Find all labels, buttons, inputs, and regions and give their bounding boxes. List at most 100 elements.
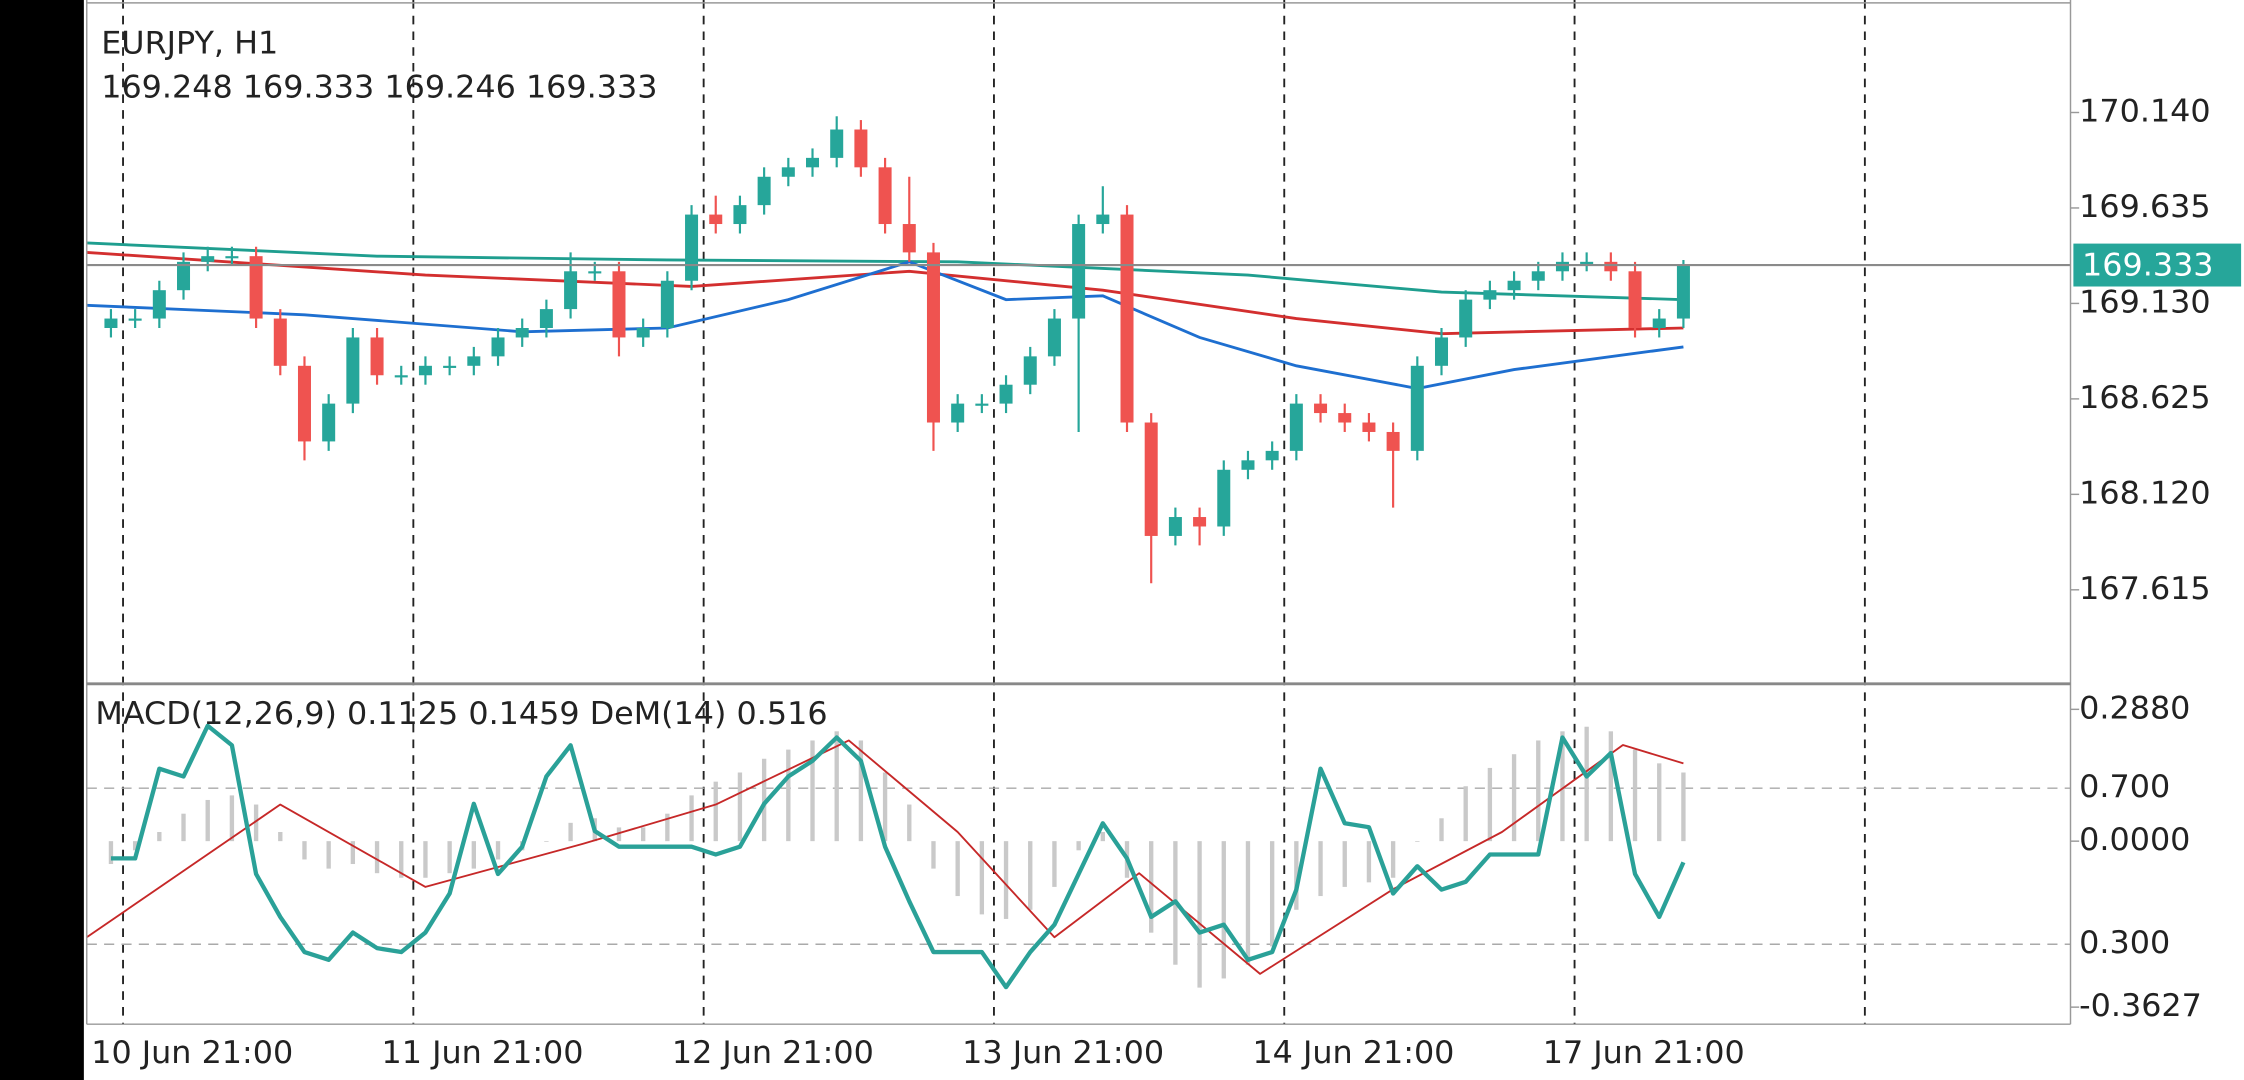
histogram-bar bbox=[495, 841, 501, 860]
histogram-bar bbox=[1390, 841, 1396, 878]
candle-body bbox=[1241, 460, 1255, 470]
histogram-bar bbox=[1657, 763, 1662, 842]
candle-body bbox=[1289, 403, 1303, 451]
candle-body bbox=[1362, 422, 1376, 432]
candle-body bbox=[322, 403, 336, 442]
labels: EURJPY, H1 169.248 169.333 169.246 169.3… bbox=[91, 25, 2242, 1071]
candle-body bbox=[951, 403, 965, 423]
last-price-box bbox=[2073, 243, 2242, 287]
histogram-bar bbox=[1028, 841, 1033, 910]
candle-body bbox=[128, 318, 142, 321]
y-tick-label: 169.130 bbox=[2079, 285, 2210, 321]
histogram-bar bbox=[1197, 841, 1202, 988]
histogram-bar bbox=[1342, 841, 1347, 887]
x-tick-label: 10 Jun 21:00 bbox=[91, 1035, 293, 1071]
candle-body bbox=[394, 375, 408, 378]
candle-body bbox=[612, 271, 626, 338]
histogram-bar bbox=[810, 740, 815, 842]
histogram-bar bbox=[205, 799, 210, 842]
histogram-bar bbox=[302, 841, 307, 860]
candle-body bbox=[1531, 271, 1545, 281]
candle-body bbox=[1096, 214, 1110, 225]
histogram-bar bbox=[544, 841, 549, 842]
histogram-bar bbox=[326, 841, 331, 869]
candle-body bbox=[1386, 431, 1400, 451]
candle-body bbox=[709, 214, 723, 225]
histogram-bar bbox=[665, 813, 670, 842]
y-tick-label: 169.635 bbox=[2079, 189, 2210, 225]
candle-body bbox=[1604, 261, 1618, 272]
histogram-bar bbox=[1632, 749, 1638, 842]
candle-body bbox=[1459, 299, 1473, 338]
histogram-bar bbox=[786, 749, 791, 842]
candle-body bbox=[1676, 265, 1690, 319]
plot bbox=[86, 116, 2071, 990]
histogram-bar bbox=[858, 740, 864, 842]
candle-body bbox=[636, 327, 650, 338]
histogram-bar bbox=[350, 841, 356, 865]
y-tick-label: -0.3627 bbox=[2079, 988, 2202, 1024]
x-tick-label: 12 Jun 21:00 bbox=[672, 1035, 874, 1071]
candle-body bbox=[975, 403, 989, 406]
side-bar bbox=[0, 0, 84, 1080]
histogram-bar bbox=[1681, 772, 1686, 842]
histogram-bar bbox=[931, 841, 936, 869]
y-tick-label: 0.0000 bbox=[2079, 822, 2190, 858]
candle-body bbox=[1023, 356, 1037, 385]
x-tick-label: 13 Jun 21:00 bbox=[962, 1035, 1164, 1071]
candle-body bbox=[660, 280, 674, 328]
histogram-bar bbox=[181, 813, 186, 842]
candle-body bbox=[515, 327, 529, 338]
moving-average bbox=[86, 260, 1684, 390]
histogram-bar bbox=[1245, 841, 1251, 965]
histogram-bar bbox=[616, 827, 622, 842]
candle-body bbox=[1410, 365, 1424, 451]
y-tick-label: 168.625 bbox=[2079, 380, 2210, 416]
candle-body bbox=[467, 356, 481, 366]
candle-body bbox=[854, 129, 868, 168]
y2-tick-label: 0.700 bbox=[2079, 769, 2170, 805]
histogram-bar bbox=[1415, 841, 1420, 842]
histogram-bar bbox=[1366, 841, 1372, 883]
histogram-bar bbox=[423, 841, 428, 878]
candle-body bbox=[152, 290, 166, 319]
candle-body bbox=[781, 167, 795, 177]
y-tick-label: 167.615 bbox=[2079, 571, 2210, 607]
histogram-bar bbox=[229, 795, 235, 842]
histogram-bar bbox=[713, 781, 718, 842]
candle-body bbox=[878, 167, 892, 225]
candle-body bbox=[902, 224, 916, 253]
candle-body bbox=[1555, 261, 1569, 272]
candle-body bbox=[201, 256, 215, 262]
candle-body bbox=[418, 365, 432, 376]
candle-body bbox=[926, 252, 940, 423]
candle-body bbox=[806, 157, 820, 168]
histogram-bar bbox=[1560, 731, 1565, 842]
candle-body bbox=[830, 129, 844, 158]
candle-body bbox=[685, 214, 699, 281]
histogram-bar bbox=[278, 831, 283, 842]
candle-body bbox=[1580, 261, 1594, 264]
histogram-bar bbox=[1318, 841, 1323, 897]
histogram-bar bbox=[979, 841, 985, 915]
moving-average bbox=[86, 241, 1684, 302]
histogram-bar bbox=[1463, 786, 1468, 842]
y-tick-label: 0.2880 bbox=[2079, 690, 2190, 726]
histogram-bar bbox=[132, 841, 138, 851]
candle-body bbox=[1628, 271, 1642, 328]
candle-body bbox=[1652, 318, 1666, 328]
histogram-bar bbox=[882, 772, 888, 842]
histogram-bar bbox=[834, 731, 839, 842]
candle-body bbox=[273, 318, 287, 366]
candle-body bbox=[1217, 469, 1231, 527]
candle-body bbox=[249, 256, 263, 319]
candle-body bbox=[733, 205, 747, 225]
candle-body bbox=[297, 365, 311, 442]
histogram-bar bbox=[1608, 731, 1614, 842]
histogram-bar bbox=[1100, 831, 1105, 842]
y-tick-label: 168.120 bbox=[2079, 475, 2210, 511]
candle-body bbox=[1168, 517, 1182, 536]
candle-body bbox=[1314, 403, 1328, 414]
candle-body bbox=[443, 365, 457, 368]
candle-body bbox=[491, 337, 505, 357]
